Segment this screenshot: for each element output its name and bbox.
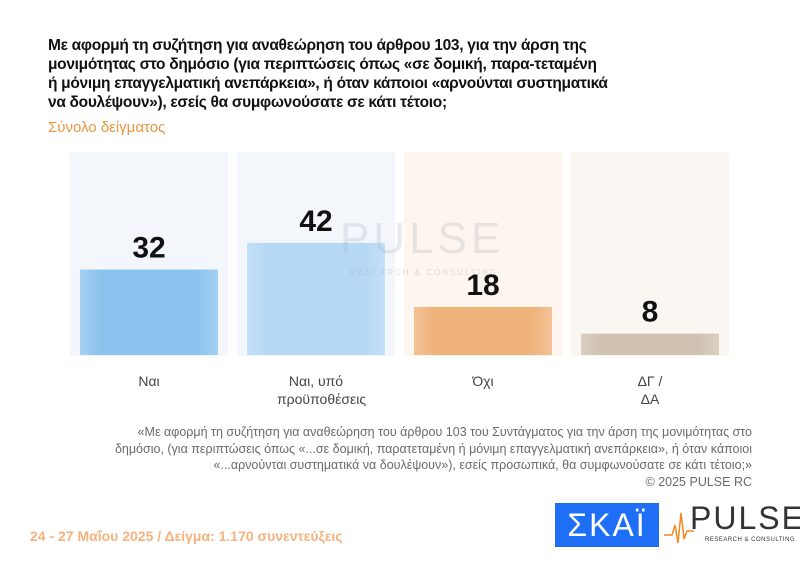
category-label: Ναι	[138, 373, 160, 389]
data-label: 8	[642, 296, 659, 329]
data-label: 18	[466, 269, 499, 302]
skai-logo: ΣΚΑΪ	[555, 503, 659, 547]
footer-info: 24 - 27 Μαΐου 2025 / Δείγμα: 1.170 συνεν…	[30, 528, 343, 544]
category-label: Ναι, υπό προϋποθέσεις	[277, 373, 367, 407]
question-note: «Με αφορμή τη συζήτηση για αναθεώρηση το…	[112, 424, 752, 490]
bar	[247, 242, 385, 355]
category-label: ΔΓ / ΔΑ	[637, 373, 663, 407]
question-text: «Με αφορμή τη συζήτηση για αναθεώρηση το…	[114, 425, 752, 472]
bar	[414, 306, 552, 355]
bar	[80, 269, 218, 355]
watermark: PULSE	[340, 214, 505, 263]
copyright: © 2025 PULSE RC	[645, 474, 752, 489]
pulse-wave-icon	[664, 512, 694, 544]
data-label: 42	[299, 205, 332, 238]
bar-chart: 32 42 18 8	[70, 152, 729, 356]
category-label: Όχι	[472, 373, 494, 389]
page-title: Με αφορμή τη συζήτηση για αναθεώρηση του…	[48, 37, 608, 111]
watermark-sub: RESEARCH & CONSULTING	[350, 268, 499, 277]
bar-panel	[571, 152, 729, 356]
bar	[581, 333, 719, 355]
pulse-logo-sub: RESEARCH & CONSULTING	[705, 537, 796, 543]
subtitle: Σύνολο δείγματος	[48, 119, 166, 136]
pulse-logo: PULSE	[690, 500, 800, 536]
data-label: 32	[132, 232, 165, 265]
